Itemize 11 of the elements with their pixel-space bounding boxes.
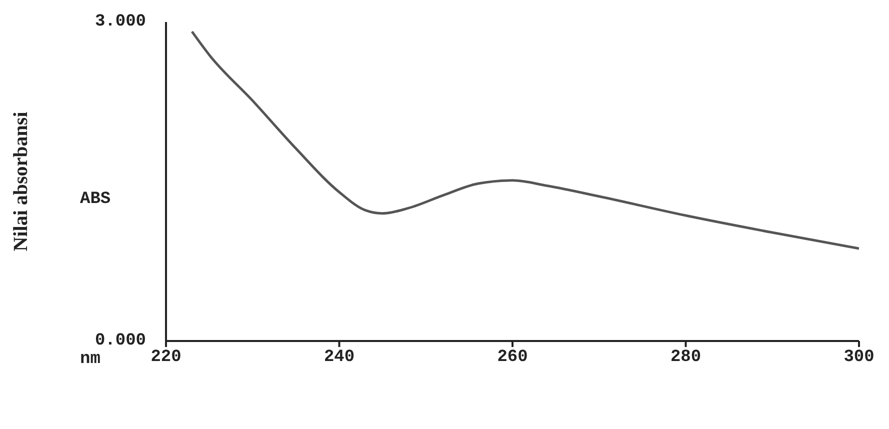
- y-tick-label: 3.000: [94, 12, 146, 32]
- text: ABS: [80, 190, 111, 209]
- x-tick-label: 220: [150, 348, 182, 368]
- x-tick-label: 260: [497, 348, 528, 368]
- x-axis-title: nm: [80, 350, 100, 369]
- y-axis-title: Nilai absorbansi: [10, 111, 32, 252]
- line-series: [190, 30, 859, 250]
- x-tick-label: 300: [844, 348, 874, 368]
- x-tick-label: 240: [324, 348, 355, 368]
- y-tick-label: 0.000: [94, 332, 146, 350]
- x-tick-label: 280: [670, 348, 702, 368]
